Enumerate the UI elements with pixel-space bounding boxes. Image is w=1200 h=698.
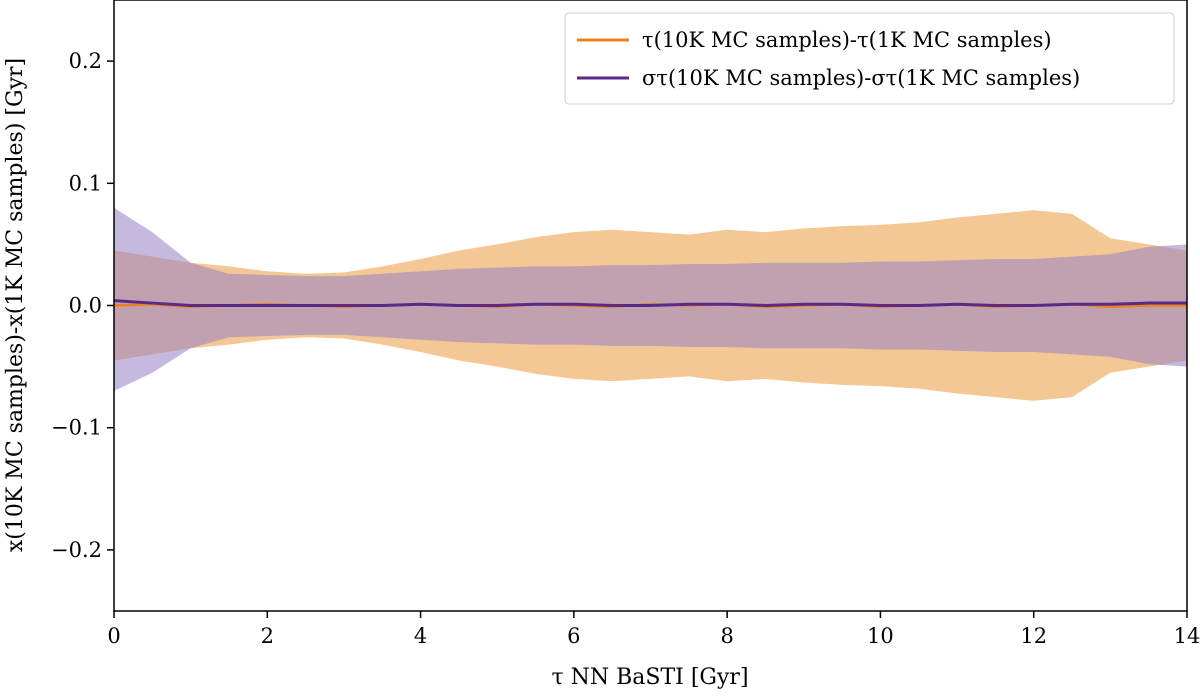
y-tick-label: −0.2 [51, 538, 102, 562]
y-tick-label: 0.1 [69, 171, 102, 195]
y-tick-label: 0.0 [69, 294, 102, 318]
x-tick-label: 6 [567, 624, 580, 648]
x-tick-label: 0 [107, 624, 120, 648]
band-sigma-tau [114, 207, 1187, 392]
y-tick-label: −0.1 [51, 416, 102, 440]
y-tick-label: 0.2 [69, 49, 102, 73]
x-tick-label: 10 [867, 624, 894, 648]
y-axis-label: x(10K MC samples)-x(1K MC samples) [Gyr] [3, 58, 28, 552]
legend-box [564, 12, 1175, 105]
legend: τ(10K MC samples)-τ(1K MC samples) στ(10… [564, 12, 1175, 105]
legend-label-tau: τ(10K MC samples)-τ(1K MC samples) [642, 28, 1052, 52]
y-axis-ticks: −0.2 −0.1 0.0 0.1 0.2 [51, 49, 114, 562]
x-tick-label: 4 [414, 624, 427, 648]
x-tick-label: 2 [261, 624, 274, 648]
lines-layer [113, 299, 1187, 308]
x-axis-ticks: 0 2 4 6 8 10 12 14 [107, 611, 1200, 648]
x-axis-label: τ NN BaSTI [Gyr] [551, 665, 748, 690]
line-sigma-tau [113, 299, 1187, 308]
x-tick-label: 12 [1020, 624, 1047, 648]
legend-label-sigma-tau: στ(10K MC samples)-στ(1K MC samples) [642, 66, 1080, 90]
x-tick-label: 8 [720, 624, 733, 648]
x-tick-label: 14 [1174, 624, 1200, 648]
